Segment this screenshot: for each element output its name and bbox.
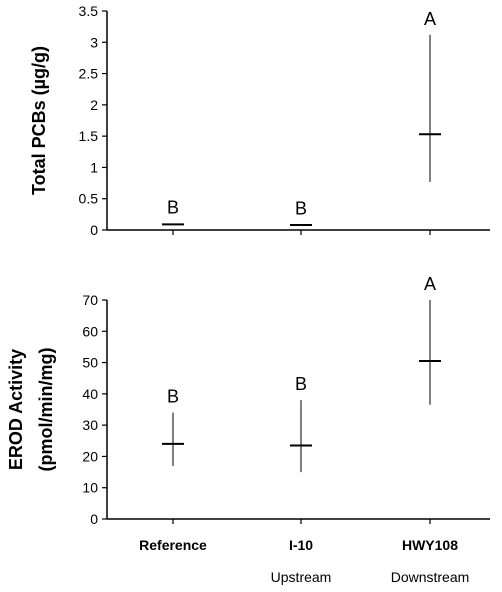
y-tick-label-1: 2.5 [79, 66, 99, 82]
y-tick-label-2: 0 [90, 511, 98, 527]
x-category-label: Reference [139, 537, 207, 553]
significance-letter: B [167, 387, 179, 407]
x-category-sublabel: Upstream [271, 569, 332, 585]
significance-letter: B [167, 198, 179, 218]
y-axis-label-2-line-2: (pmol/min/mg) [36, 348, 56, 472]
significance-letter: A [424, 9, 436, 29]
y-tick-label-1: 3.5 [79, 3, 99, 19]
x-category-label: HWY108 [402, 537, 458, 553]
y-axis-label-2-line-1: EROD Activity [6, 349, 26, 470]
y-tick-label-1: 3 [90, 34, 98, 50]
x-category-sublabel: Downstream [391, 569, 470, 585]
significance-letter: B [295, 198, 307, 218]
y-tick-label-1: 1 [90, 159, 98, 175]
y-tick-label-1: 0 [90, 222, 98, 238]
significance-letter: A [424, 274, 436, 294]
y-tick-label-2: 10 [82, 480, 98, 496]
y-axis-label-1: Total PCBs (µg/g) [29, 46, 49, 195]
y-tick-label-1: 0.5 [79, 191, 99, 207]
y-tick-label-1: 1.5 [79, 128, 99, 144]
y-tick-label-2: 70 [82, 292, 98, 308]
y-tick-label-1: 2 [90, 97, 98, 113]
significance-letter: B [295, 374, 307, 394]
y-tick-label-2: 60 [82, 323, 98, 339]
y-tick-label-2: 20 [82, 448, 98, 464]
y-tick-label-2: 30 [82, 417, 98, 433]
y-tick-label-2: 40 [82, 386, 98, 402]
y-tick-label-2: 50 [82, 355, 98, 371]
x-category-label: I-10 [289, 537, 313, 553]
